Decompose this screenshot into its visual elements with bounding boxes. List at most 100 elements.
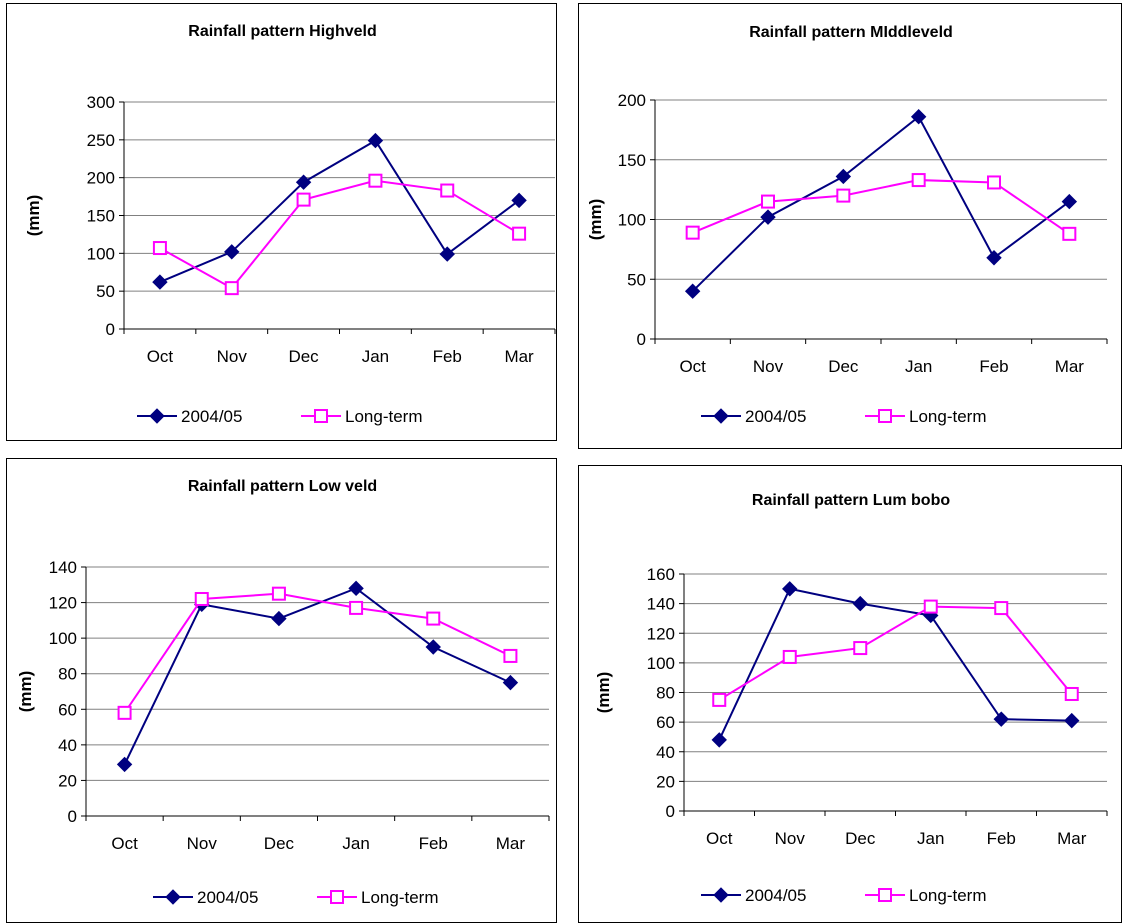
legend-marker <box>330 890 344 904</box>
y-axis-label: (mm) <box>24 195 43 237</box>
legend-label: 2004/05 <box>745 886 806 905</box>
x-tick-label: Oct <box>111 834 138 853</box>
y-tick-label: 100 <box>49 629 77 648</box>
x-tick-label: Nov <box>753 357 784 376</box>
legend-label: 2004/05 <box>197 888 258 907</box>
data-point-diamond <box>295 174 312 190</box>
legend-marker <box>878 888 892 902</box>
data-point-diamond <box>986 250 1002 266</box>
data-point-diamond <box>835 168 852 185</box>
x-tick-label: Mar <box>1057 829 1087 848</box>
y-tick-label: 20 <box>656 772 675 791</box>
legend-label: 2004/05 <box>181 407 242 426</box>
y-tick-label: 250 <box>87 131 115 150</box>
legend-marker <box>713 887 729 903</box>
legend-label: 2004/05 <box>745 407 806 426</box>
x-tick-label: Jan <box>342 834 369 853</box>
x-tick-label: Feb <box>987 829 1016 848</box>
x-tick-label: Feb <box>419 834 448 853</box>
chart-svg-highveld: Rainfall pattern Highveld 0 50 100 150 200 250… <box>24 23 556 426</box>
chart-panel-middleveld: Rainfall pattern MIddleveld 0 50 100 150 200 O… <box>578 3 1122 449</box>
data-point-square <box>761 194 775 209</box>
y-tick-label: 300 <box>87 93 115 112</box>
legend-label: Long-term <box>909 886 986 905</box>
data-point-diamond <box>271 610 287 627</box>
y-tick-label: 20 <box>58 771 77 790</box>
data-point-square <box>911 173 926 188</box>
data-point-square <box>503 648 518 663</box>
y-tick-label: 80 <box>656 684 675 703</box>
x-tick-label: Dec <box>845 829 876 848</box>
data-point-diamond <box>224 244 240 260</box>
legend-marker <box>713 408 729 424</box>
data-point-square <box>271 586 286 601</box>
y-tick-label: 40 <box>58 736 77 755</box>
legend-marker <box>314 409 328 423</box>
x-tick-label: Mar <box>504 347 534 366</box>
data-point-diamond <box>910 109 927 125</box>
x-tick-label: Oct <box>679 357 706 376</box>
data-point-diamond <box>993 711 1009 727</box>
data-point-square <box>1062 226 1077 241</box>
y-tick-label: 160 <box>647 565 675 584</box>
data-point-diamond <box>1061 193 1078 210</box>
y-tick-label: 60 <box>656 713 675 732</box>
legend-marker <box>878 409 892 423</box>
data-point-square <box>782 649 797 664</box>
data-point-square <box>836 188 851 203</box>
legend-marker <box>165 889 181 905</box>
y-tick-label: 50 <box>96 282 115 301</box>
x-tick-label: Dec <box>288 347 319 366</box>
x-tick-label: Jan <box>917 829 944 848</box>
data-point-diamond <box>711 732 727 748</box>
x-tick-label: Nov <box>187 834 218 853</box>
x-tick-label: Nov <box>217 347 248 366</box>
data-point-square <box>224 281 239 296</box>
chart-panel-highveld: Rainfall pattern Highveld 0 50 100 150 200 250… <box>6 3 557 441</box>
x-tick-label: Oct <box>147 347 174 366</box>
data-point-square <box>512 226 527 241</box>
chart-title: Rainfall pattern Low veld <box>188 478 377 495</box>
series-line <box>718 587 1072 741</box>
chart-title: Rainfall pattern Lum bobo <box>752 492 950 509</box>
data-point-square <box>1064 686 1079 701</box>
data-point-square <box>368 173 383 188</box>
y-tick-label: 150 <box>618 151 646 170</box>
y-tick-label: 40 <box>656 743 675 762</box>
x-tick-label: Feb <box>433 347 462 366</box>
x-tick-label: Dec <box>828 357 859 376</box>
x-tick-label: Mar <box>1055 357 1085 376</box>
data-point-square <box>426 611 441 626</box>
data-point-square <box>853 641 868 656</box>
legend-label: Long-term <box>909 407 986 426</box>
y-tick-label: 0 <box>666 802 675 821</box>
x-tick-label: Jan <box>905 357 932 376</box>
y-tick-label: 0 <box>106 320 115 339</box>
y-tick-label: 200 <box>87 169 115 188</box>
y-tick-label: 0 <box>637 330 646 349</box>
y-tick-label: 0 <box>68 807 77 826</box>
data-point-diamond <box>152 274 168 290</box>
data-point-square <box>152 241 167 256</box>
y-tick-label: 100 <box>87 244 115 263</box>
chart-svg-lumbobo: Rainfall pattern Lum bobo 0 20 40 60 80 100 120… <box>594 492 1108 905</box>
chart-title: Rainfall pattern Highveld <box>188 23 376 40</box>
data-point-square <box>994 601 1009 616</box>
data-point-square <box>685 225 700 240</box>
series-line <box>718 605 1073 701</box>
y-axis-label: (mm) <box>594 672 613 714</box>
data-point-square <box>440 183 455 198</box>
data-point-square <box>117 705 132 720</box>
data-point-diamond <box>782 581 798 597</box>
legend-marker <box>149 408 165 424</box>
data-point-square <box>987 175 1001 190</box>
chart-svg-middleveld: Rainfall pattern MIddleveld 0 50 100 150 200 O… <box>586 24 1108 426</box>
data-point-diamond <box>502 674 519 691</box>
y-tick-label: 120 <box>647 624 675 643</box>
chart-panel-lowveld: Rainfall pattern Low veld 0 20 40 60 80 100 120… <box>6 458 557 923</box>
data-point-diamond <box>852 595 868 612</box>
data-point-diamond <box>116 756 133 773</box>
x-tick-label: Oct <box>706 829 733 848</box>
chart-title: Rainfall pattern MIddleveld <box>749 24 953 41</box>
series-line <box>123 592 511 714</box>
